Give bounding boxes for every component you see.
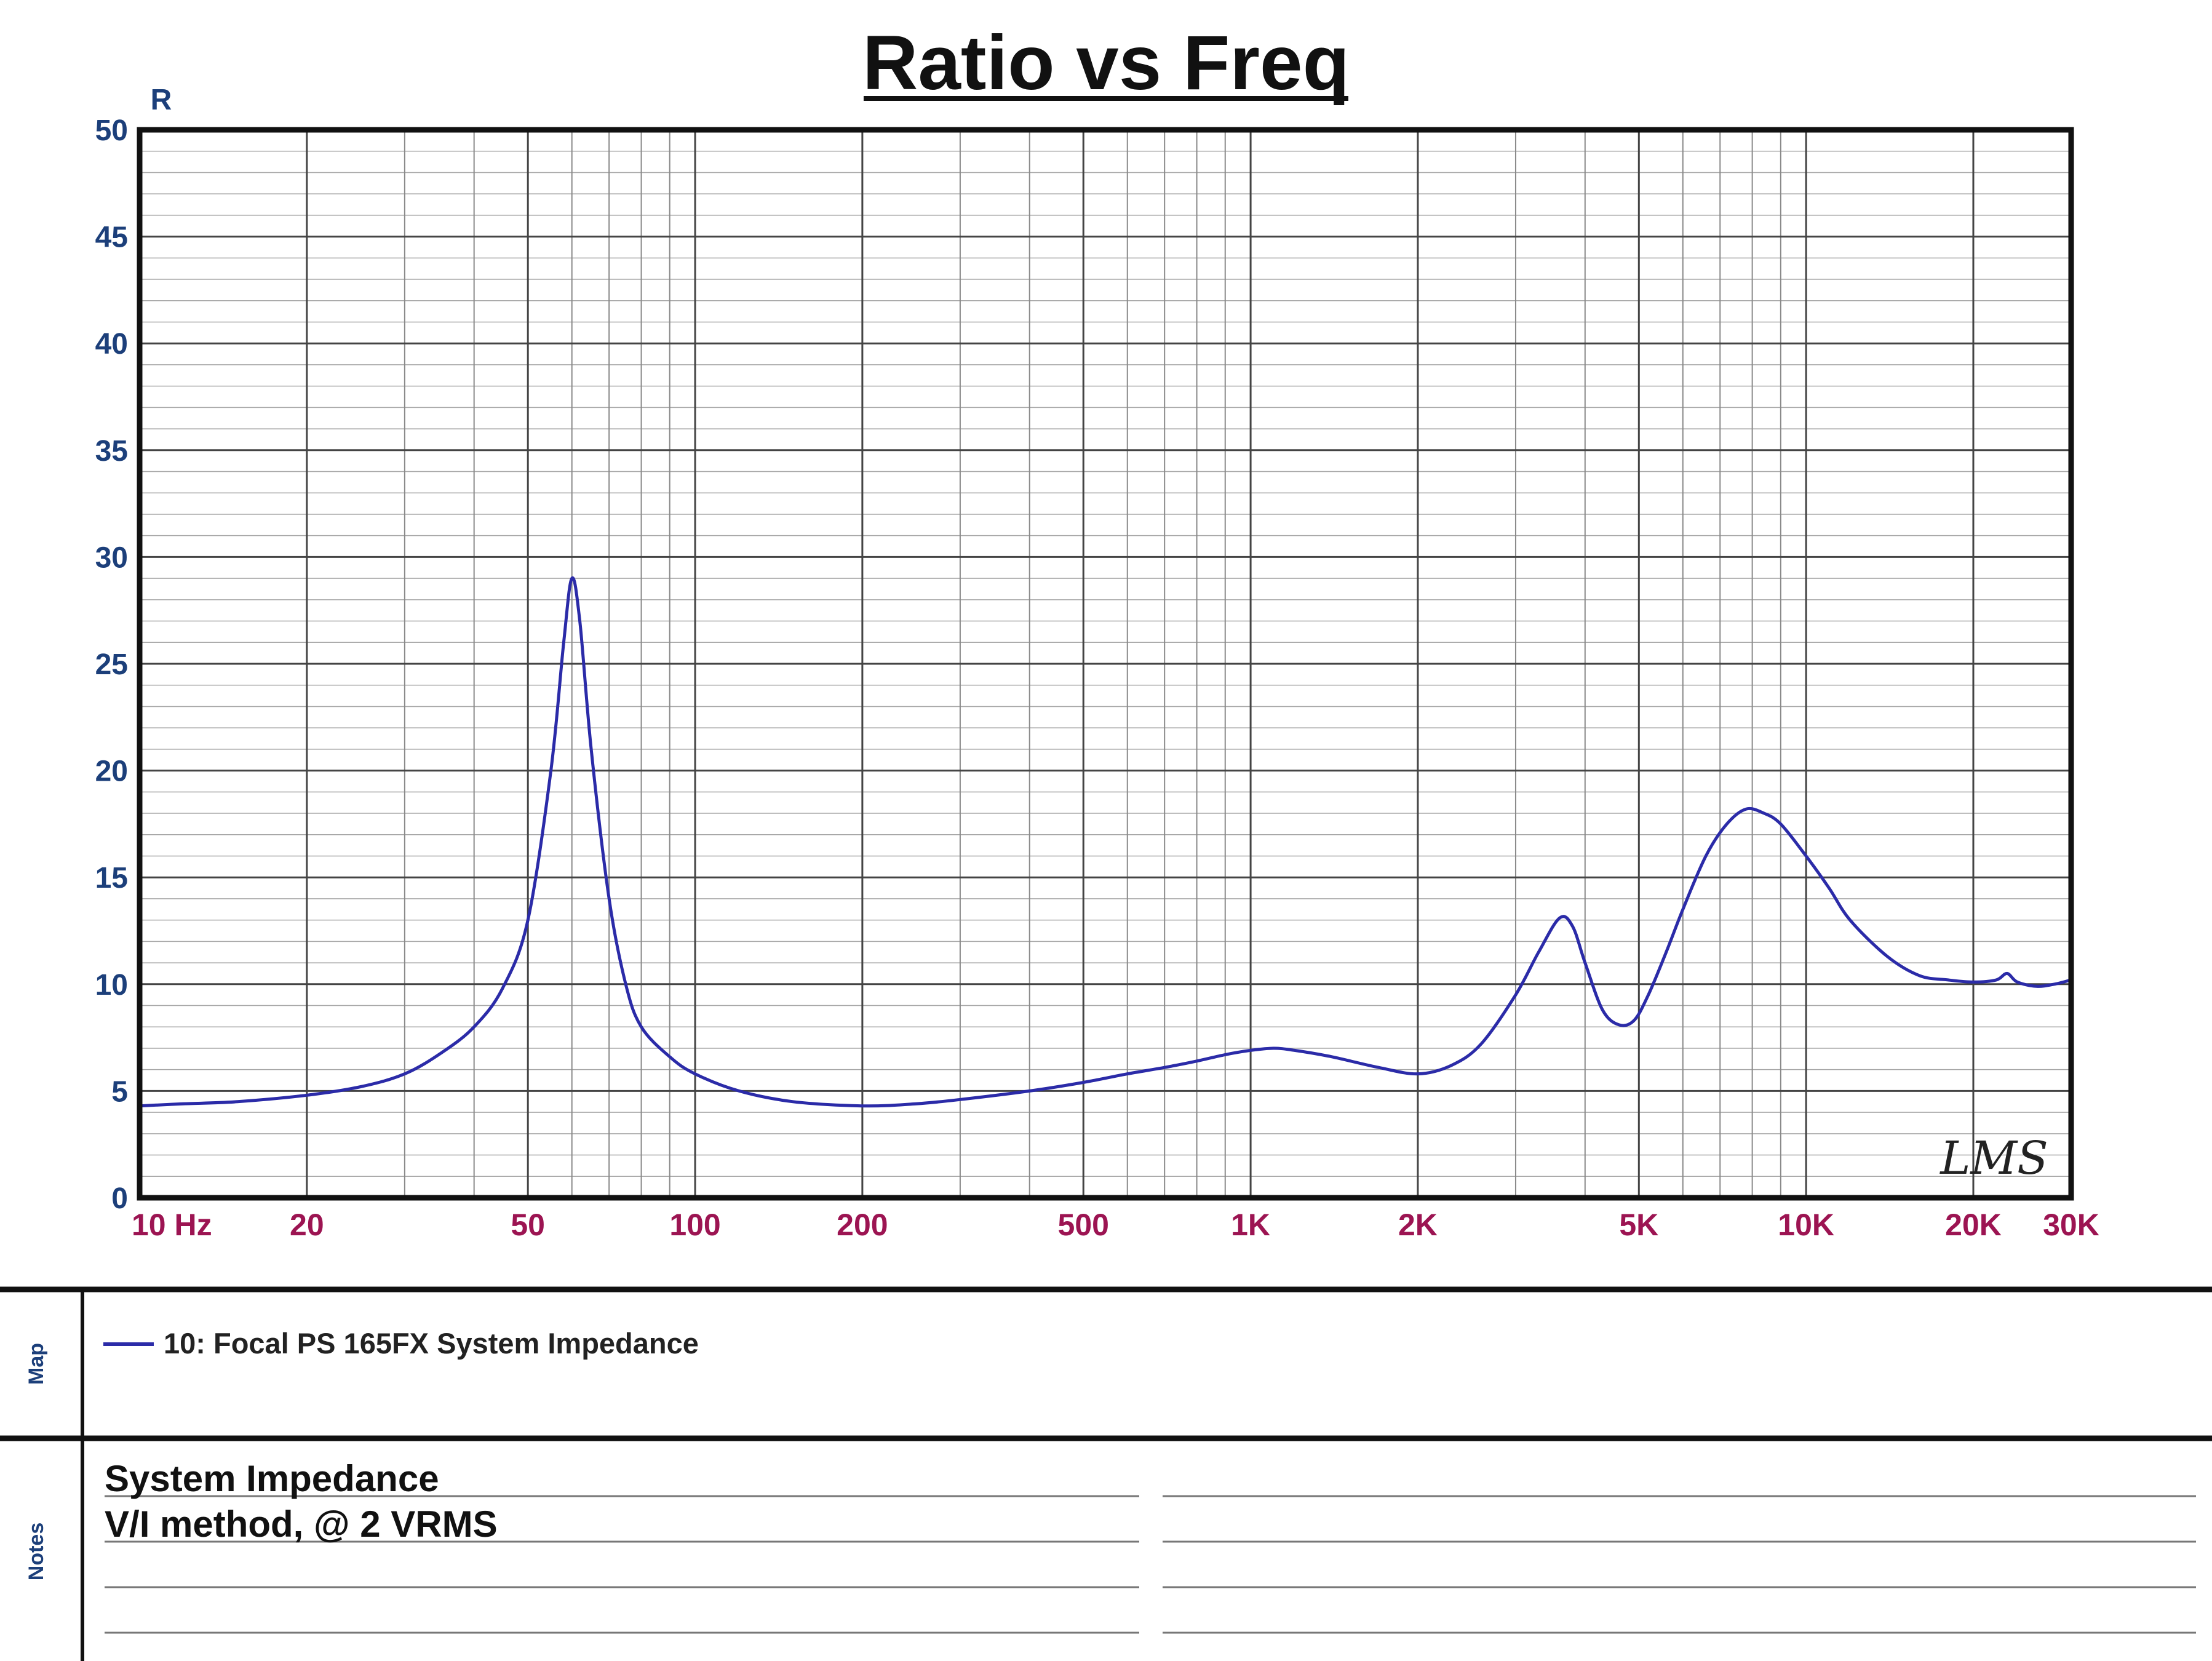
- notes-section-label: Notes: [25, 1523, 48, 1580]
- info-panel: Map Notes 10: Focal PS 165FX System Impe…: [0, 1286, 2212, 1661]
- y-tick-label: 20: [95, 755, 128, 788]
- y-tick-label: 25: [95, 648, 128, 681]
- x-tick-label: 50: [511, 1208, 545, 1242]
- x-tick-label: 30K: [2043, 1208, 2099, 1242]
- y-tick-label: 10: [95, 969, 128, 1002]
- x-tick-label: 1K: [1231, 1208, 1270, 1242]
- notes-ruled-lines: [105, 1495, 2196, 1634]
- x-tick-label: 10 Hz: [132, 1208, 212, 1242]
- x-tick-label: 100: [669, 1208, 720, 1242]
- y-tick-label: 15: [95, 862, 128, 894]
- y-tick-label: 5: [111, 1075, 128, 1108]
- y-tick-label: 50: [95, 114, 128, 147]
- series-line-impedance: [138, 576, 2073, 1108]
- major-gridlines: [140, 130, 2071, 1198]
- y-tick-label: 35: [95, 435, 128, 468]
- y-axis-label: R: [151, 84, 172, 116]
- plot-frame: [137, 127, 2074, 1201]
- y-tick-label: 45: [95, 221, 128, 254]
- x-tick-label: 10K: [1778, 1208, 1834, 1242]
- legend-entry: 10: Focal PS 165FX System Impedance: [164, 1327, 699, 1360]
- chart-title: Ratio vs Freq: [862, 20, 1350, 106]
- y-tick-labels: 0 5 10 15 20 25 30 35 40 45 50: [95, 114, 128, 1215]
- lms-logo: LMS: [1939, 1132, 2048, 1185]
- map-section-label: Map: [25, 1343, 48, 1385]
- x-tick-label: 200: [837, 1208, 888, 1242]
- note-line-2: V/I method, @ 2 VRMS: [105, 1504, 498, 1545]
- x-tick-label: 5K: [1619, 1208, 1658, 1242]
- minor-gridlines: [140, 130, 2071, 1198]
- x-tick-label: 20: [290, 1208, 324, 1242]
- x-tick-label: 20K: [1945, 1208, 2002, 1242]
- y-tick-label: 40: [95, 328, 128, 360]
- y-tick-label: 30: [95, 541, 128, 574]
- note-line-1: System Impedance: [105, 1458, 439, 1499]
- series-layer: [138, 576, 2073, 1108]
- x-tick-label: 500: [1058, 1208, 1109, 1242]
- y-tick-label: 0: [111, 1182, 128, 1215]
- x-tick-labels: 10 Hz 20 50 100 200 500 1K 2K 5K 10K 20K 30K: [132, 1208, 2099, 1242]
- x-tick-label: 2K: [1398, 1208, 1438, 1242]
